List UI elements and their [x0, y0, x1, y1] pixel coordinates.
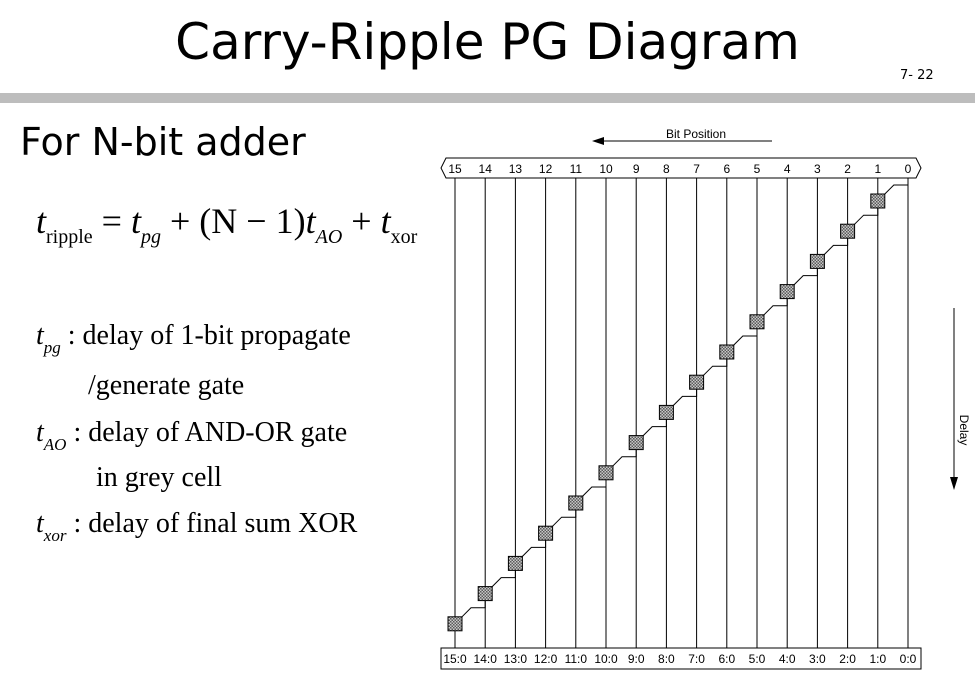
- def-ao-t: t: [36, 417, 44, 448]
- grey-cell-1: [870, 193, 886, 209]
- grey-cell-7: [689, 374, 705, 390]
- grey-cell-4: [779, 284, 795, 300]
- slide-title: Carry-Ripple PG Diagram: [175, 13, 800, 71]
- eq-t4: t: [380, 201, 391, 241]
- grey-cell-13: [507, 555, 523, 571]
- carry-wire-3: [823, 237, 849, 256]
- bit-label-5: 5: [754, 162, 761, 176]
- carry-wire-13: [521, 539, 547, 558]
- carry-wire-12: [551, 509, 577, 528]
- eq-mid: + (N − 1): [161, 201, 306, 241]
- def-pg-sub: pg: [43, 338, 61, 357]
- subtitle: For N-bit adder: [20, 120, 306, 164]
- group-label-10: 10:0: [594, 652, 618, 666]
- def-pg-text: : delay of 1-bit propagate: [60, 320, 351, 351]
- carry-wire-11: [581, 478, 607, 498]
- def-ao-sub: AO: [43, 435, 67, 454]
- definition-ao: tAO : delay of AND-OR gate: [36, 417, 347, 455]
- bit-label-3: 3: [814, 162, 821, 176]
- carry-wire-2: [853, 207, 879, 226]
- grey-cell-9: [628, 435, 644, 451]
- bit-label-2: 2: [844, 162, 851, 176]
- bit-label-15: 15: [448, 162, 462, 176]
- bit-row-box: [440, 157, 922, 179]
- group-label-9: 9:0: [628, 652, 645, 666]
- carry-wire-15: [460, 599, 486, 619]
- eq-plus: +: [342, 201, 381, 241]
- carry-wire-1: [883, 184, 909, 196]
- bit-label-1: 1: [874, 162, 881, 176]
- carry-wire-8: [672, 388, 698, 407]
- bit-label-9: 9: [633, 162, 640, 176]
- group-label-3: 3:0: [809, 652, 826, 666]
- grey-cell-14: [477, 586, 493, 602]
- group-label-8: 8:0: [658, 652, 675, 666]
- delay-label: Delay: [957, 415, 971, 446]
- delay-arrowhead: [950, 477, 958, 490]
- group-label-14: 14:0: [474, 652, 498, 666]
- carry-wire-14: [490, 569, 516, 588]
- group-label-1: 1:0: [869, 652, 886, 666]
- grey-cell-12: [538, 525, 554, 541]
- carry-wire-9: [641, 418, 667, 437]
- eq-t1: t: [36, 201, 47, 241]
- carry-wire-6: [732, 327, 758, 347]
- bit-position-label: Bit Position: [666, 127, 726, 141]
- eq-t2: t: [130, 201, 141, 241]
- bit-label-13: 13: [509, 162, 523, 176]
- group-label-0: 0:0: [900, 652, 917, 666]
- bit-label-4: 4: [784, 162, 791, 176]
- bit-label-12: 12: [539, 162, 553, 176]
- definition-xor: txor : delay of final sum XOR: [36, 508, 357, 546]
- title-divider: [0, 93, 975, 103]
- eq-xor-sub: xor: [390, 226, 418, 248]
- definition-ao-cont: in grey cell: [96, 462, 222, 493]
- group-label-13: 13:0: [504, 652, 528, 666]
- bit-position-arrowhead: [592, 137, 604, 145]
- eq-pg-sub: pg: [141, 226, 161, 248]
- eq-ao-sub: AO: [315, 226, 343, 248]
- ripple-equation: tripple = tpg + (N − 1)tAO + txor: [36, 200, 417, 249]
- definition-pg: tpg : delay of 1-bit propagate: [36, 320, 351, 358]
- carry-wire-4: [792, 267, 818, 286]
- definition-pg-cont: /generate gate: [88, 370, 245, 401]
- grey-cell-5: [749, 314, 765, 330]
- group-label-4: 4:0: [779, 652, 796, 666]
- grey-cell-11: [568, 495, 584, 511]
- bit-label-10: 10: [599, 162, 613, 176]
- def-ao-text: : delay of AND-OR gate: [66, 417, 348, 448]
- bit-label-0: 0: [905, 162, 912, 176]
- bit-label-7: 7: [693, 162, 700, 176]
- group-row-box: [440, 647, 922, 670]
- def-xor-text: : delay of final sum XOR: [66, 508, 358, 539]
- def-pg-t: t: [36, 320, 44, 351]
- bit-label-6: 6: [723, 162, 730, 176]
- group-label-15: 15:0: [443, 652, 467, 666]
- bit-label-14: 14: [479, 162, 493, 176]
- bit-label-8: 8: [663, 162, 670, 176]
- page-number: 7- 22: [900, 68, 934, 83]
- group-label-7: 7:0: [688, 652, 705, 666]
- def-xor-sub: xor: [43, 526, 67, 545]
- eq-equals: =: [92, 201, 131, 241]
- group-label-5: 5:0: [749, 652, 766, 666]
- grey-cell-2: [840, 223, 856, 239]
- def-xor-t: t: [36, 508, 44, 539]
- grey-cell-6: [719, 344, 735, 360]
- carry-wire-7: [702, 358, 728, 377]
- grey-cell-8: [658, 404, 674, 420]
- grey-cell-10: [598, 465, 614, 481]
- group-label-12: 12:0: [534, 652, 558, 666]
- eq-ripple-sub: ripple: [46, 226, 93, 248]
- group-label-2: 2:0: [839, 652, 856, 666]
- grey-cell-15: [447, 616, 463, 632]
- carry-wire-10: [611, 448, 637, 468]
- bit-label-11: 11: [570, 162, 583, 176]
- grey-cell-3: [809, 253, 825, 269]
- group-label-6: 6:0: [718, 652, 735, 666]
- group-label-11: 11:0: [565, 652, 588, 666]
- eq-t3: t: [305, 201, 316, 241]
- carry-wire-5: [762, 297, 788, 317]
